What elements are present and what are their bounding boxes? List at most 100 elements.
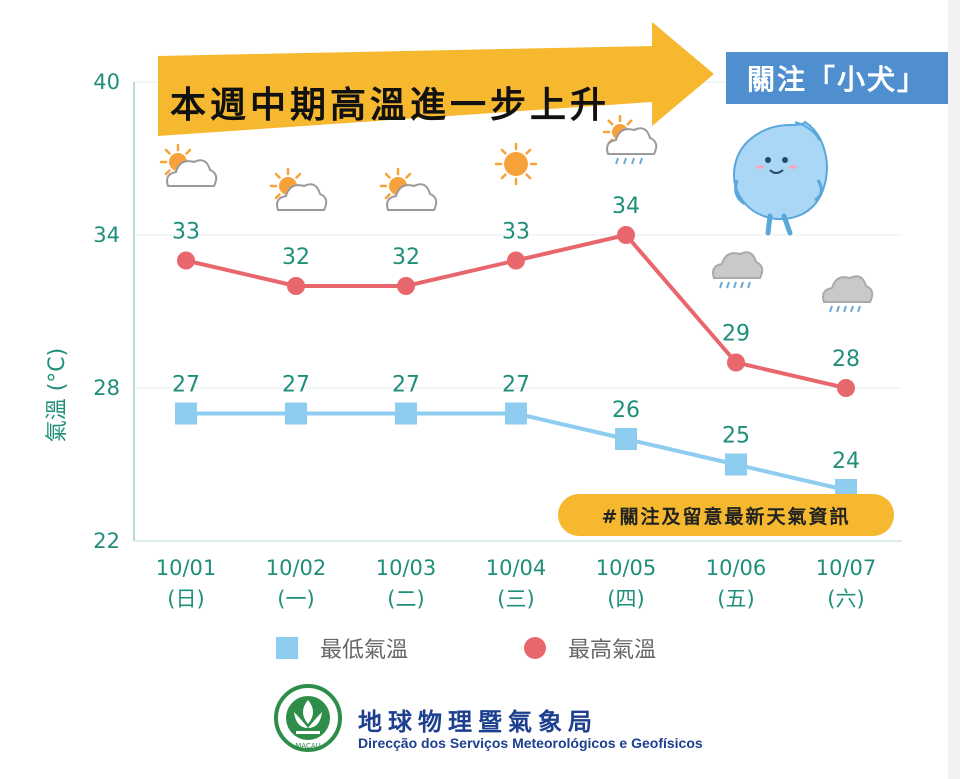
sun-ray [164,148,171,155]
legend-low-label: 最低氣溫 [320,638,409,663]
x-tick-weekday: (日) [167,587,204,611]
legend-low-marker [276,637,298,659]
data-label-low: 27 [172,373,200,398]
headline-text: 本週中期高溫進一步上升 [170,85,610,126]
data-point-high [177,251,195,270]
data-label-low: 24 [832,449,860,474]
data-label-high: 28 [832,347,860,372]
rain-cloud-icon [712,251,764,289]
sun-ray [274,172,281,179]
x-tick-label: 10/03 [376,556,437,580]
rain-drop [615,157,619,165]
right-edge-strip [948,0,960,779]
legend-low: 最低氣溫 [276,632,408,664]
sun-ray [274,193,281,200]
data-point-high [617,226,635,244]
rain-drop [857,305,861,313]
rain-drop [829,305,833,313]
cloud-shape [712,251,764,279]
partly-cloudy-icon [379,167,438,211]
rain-drop [747,281,751,289]
rain-drop [740,281,744,289]
y-tick-label: 34 [93,223,120,247]
sun-disc [504,152,528,176]
data-point-low [725,453,747,476]
x-tick-weekday: (三) [497,587,534,611]
sun-ray [525,148,532,155]
data-point-low [175,402,197,425]
y-axis-title: 氣溫 (°C) [45,348,70,443]
legend-high-label: 最高氣溫 [568,638,657,663]
sun-cloud-shower-icon [602,114,658,165]
data-point-high [727,353,745,372]
data-point-low [285,402,307,425]
rain-drop [850,305,854,313]
data-label-low: 27 [282,373,310,398]
data-label-low: 26 [612,398,640,423]
data-label-high: 33 [172,220,200,245]
data-point-high [837,379,855,397]
partly-cloudy-icon [159,143,218,187]
sun-ray [164,169,171,176]
x-tick-label: 10/02 [266,556,327,580]
sun-ray [185,148,192,155]
sun-ray [607,119,614,126]
sun-ray [405,172,412,179]
x-tick-weekday: (二) [387,587,424,611]
x-tick-label: 10/01 [156,556,217,580]
data-point-low [395,402,417,425]
sunny-icon [494,142,538,186]
x-tick-label: 10/04 [486,556,547,580]
x-tick-weekday: (五) [717,587,754,611]
rain-cloud-icon [822,275,874,313]
x-tick-weekday: (六) [827,587,864,611]
x-tick-label: 10/05 [596,556,657,580]
rain-drop [631,157,635,165]
sun-ray [500,173,507,180]
cloud-shape [822,275,874,303]
data-point-high [507,251,525,270]
data-label-high: 29 [722,322,750,347]
sun-ray [295,172,302,179]
data-point-high [397,277,415,295]
raindrop-mascot-icon [733,120,828,236]
rain-drop [836,305,840,313]
rain-drop [719,281,723,289]
x-tick-label: 10/06 [706,556,767,580]
partly-cloudy-icon [269,167,328,211]
data-label-high: 33 [502,220,530,245]
x-tick-weekday: (一) [277,587,314,611]
rain-drop [843,305,847,313]
data-label-low: 25 [722,424,750,449]
sun-ray [384,172,391,179]
cloud-shape [166,159,218,187]
smg-logo-icon: MACAU [274,684,342,752]
data-point-low [615,428,637,450]
logo-text: MACAU [295,742,321,750]
sun-ray [500,148,507,155]
y-tick-label: 22 [93,529,120,553]
data-label-low: 27 [392,373,420,398]
sun-ray [525,173,532,180]
data-label-high: 32 [282,245,310,270]
data-point-high [287,277,305,295]
data-point-low [505,402,527,425]
data-label-high: 32 [392,245,420,270]
rain-drop [623,157,627,165]
legend-high: 最高氣溫 [524,632,656,664]
agency-name-cn: 地球物理暨氣象局 [358,707,598,736]
y-tick-label: 28 [93,376,120,400]
cloud-shape [386,183,438,211]
hashtag-pill: #關注及留意最新天氣資訊 [558,494,894,536]
rain-drop [726,281,730,289]
sun-ray [384,193,391,200]
focus-typhoon-box: 關注「小犬」 [726,52,948,104]
agency-name-pt: Direcção dos Serviços Meteorológicos e G… [358,735,703,751]
data-label-high: 34 [612,194,640,219]
headline-banner: 本週中期高溫進一步上升 [158,22,714,136]
x-tick-label: 10/07 [816,556,877,580]
rain-drop [733,281,737,289]
data-label-low: 27 [502,373,530,398]
cloud-shape [276,183,328,211]
